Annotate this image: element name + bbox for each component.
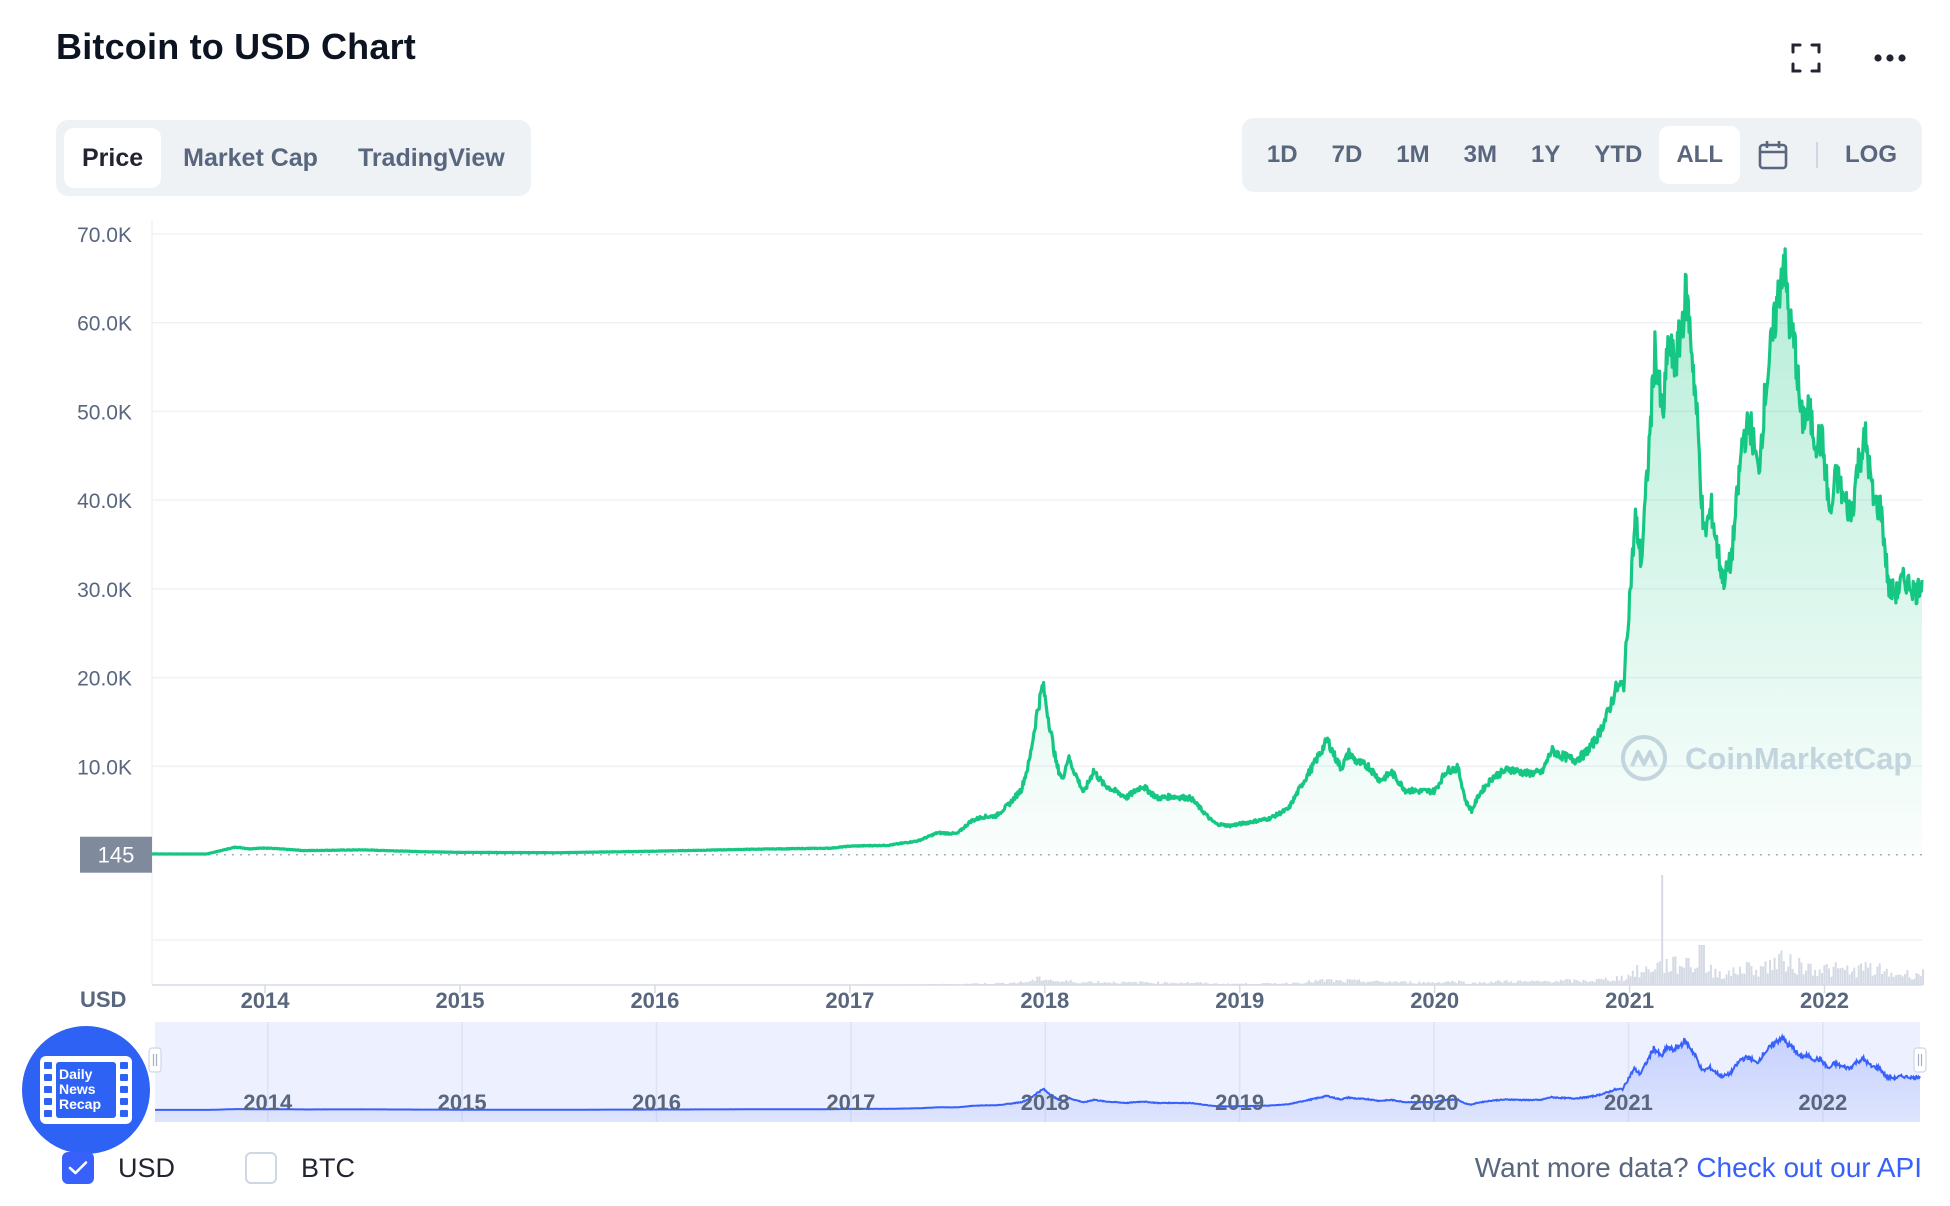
tab-price[interactable]: Price: [64, 128, 162, 188]
range-navigator[interactable]: 2014 2015 2016 2017 2018 2019 2020 2021 2022: [148, 1022, 1927, 1122]
navigator-year-label: 2017: [826, 1090, 875, 1115]
navigator-year-label: 2022: [1798, 1090, 1847, 1115]
range-1y[interactable]: 1Y: [1530, 141, 1561, 168]
y-tick-label: 50.0K: [77, 401, 132, 424]
navigator-year-label: 2014: [243, 1090, 293, 1115]
legend-usd-label: USD: [118, 1152, 176, 1183]
log-toggle[interactable]: LOG: [1845, 141, 1897, 168]
x-axis: 2014 2015 2016 2017 2018 2019 2020 2021 2022 USD: [80, 985, 1849, 1013]
y-tick-label: 60.0K: [77, 313, 132, 336]
navigator-line: [155, 1032, 1921, 1111]
range-1d[interactable]: 1D: [1266, 141, 1298, 168]
fullscreen-icon[interactable]: [1786, 38, 1826, 78]
x-tick-label: 2020: [1410, 988, 1459, 1013]
daily-news-recap-logo: Daily News Recap: [22, 1026, 150, 1154]
badge-line-2: News: [59, 1081, 96, 1097]
y-tick-label: 20.0K: [77, 668, 132, 691]
price-area: [151, 247, 1924, 856]
range-1m[interactable]: 1M: [1396, 141, 1430, 168]
range-ytd[interactable]: YTD: [1594, 141, 1643, 168]
navigator-right-handle[interactable]: [1913, 1047, 1927, 1073]
x-tick-label: 2016: [630, 988, 679, 1013]
tab-market-cap[interactable]: Market Cap: [183, 143, 318, 172]
api-prompt: Want more data?: [1474, 1152, 1689, 1183]
page-title: Bitcoin to USD Chart: [56, 26, 416, 67]
y-axis-unit-label: USD: [80, 987, 126, 1012]
tab-tradingview[interactable]: TradingView: [357, 143, 505, 172]
currency-legend: USD BTC: [62, 1152, 425, 1184]
navigator-area: [155, 1035, 1920, 1122]
navigator-year-label: 2015: [438, 1090, 487, 1115]
widget-actions: [1786, 38, 1910, 78]
navigator-year-label: 2019: [1215, 1090, 1264, 1115]
range-divider: [1816, 142, 1818, 168]
x-tick-label: 2015: [436, 988, 485, 1013]
api-promo: Want more data? Check out our API: [1475, 1152, 1922, 1184]
navigator-left-handle[interactable]: [148, 1047, 162, 1073]
x-tick-label: 2022: [1800, 988, 1849, 1013]
time-range-tabs: 1D 7D 1M 3M 1Y YTD ALL LOG: [1241, 118, 1922, 192]
navigator-year-label: 2016: [632, 1090, 681, 1115]
navigator-year-label: 2020: [1410, 1090, 1459, 1115]
range-all[interactable]: ALL: [1659, 126, 1740, 184]
navigator-year-label: 2021: [1604, 1090, 1653, 1115]
price-line-btc-usd: [151, 247, 1924, 856]
more-horizontal-icon[interactable]: [1870, 38, 1910, 78]
volume-bars: [907, 875, 1924, 985]
y-tick-label: 40.0K: [77, 490, 132, 513]
check-icon: [68, 1161, 88, 1175]
legend-btc[interactable]: BTC: [245, 1152, 355, 1184]
navigator-year-label: 2018: [1021, 1090, 1070, 1115]
x-tick-label: 2018: [1020, 988, 1069, 1013]
chart-type-tabs: Price Market Cap TradingView: [56, 120, 531, 196]
btc-checkbox[interactable]: [245, 1152, 278, 1184]
y-tick-label: 10.0K: [77, 756, 132, 779]
api-link[interactable]: Check out our API: [1696, 1152, 1922, 1183]
range-7d[interactable]: 7D: [1331, 141, 1363, 168]
legend-btc-label: BTC: [301, 1152, 356, 1183]
range-3m[interactable]: 3M: [1463, 141, 1497, 168]
calendar-icon[interactable]: [1740, 126, 1806, 184]
y-axis: 10.0K 20.0K 30.0K 40.0K 50.0K 60.0K 70.0K: [77, 224, 132, 779]
y-tick-label: 70.0K: [77, 224, 132, 247]
x-tick-label: 2019: [1215, 988, 1264, 1013]
y-tick-label: 30.0K: [77, 579, 132, 602]
badge-line-1: Daily: [59, 1066, 93, 1082]
price-tag-label: 145: [98, 843, 135, 868]
x-tick-label: 2021: [1605, 988, 1654, 1013]
x-tick-label: 2017: [825, 988, 874, 1013]
badge-line-3: Recap: [59, 1096, 101, 1112]
price-area-fill: [152, 248, 1922, 856]
current-price-tag: 145: [80, 836, 152, 873]
price-chart: CoinMarketCap 10.0K20.0K30.0K40.0K50.0K6…: [77, 220, 1927, 1122]
x-tick-label: 2014: [241, 988, 291, 1013]
usd-checkbox[interactable]: [62, 1152, 94, 1184]
legend-usd[interactable]: USD: [62, 1152, 175, 1184]
price-tag-box: [80, 836, 152, 873]
